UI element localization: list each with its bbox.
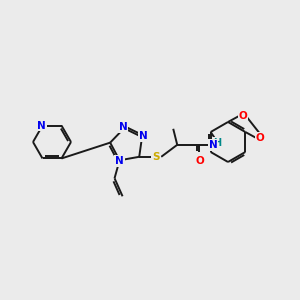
Text: O: O [238, 111, 247, 121]
Text: O: O [256, 133, 265, 143]
Text: N: N [115, 156, 124, 166]
Text: N: N [139, 131, 147, 141]
Text: H: H [213, 138, 221, 148]
Text: N: N [119, 122, 128, 132]
Text: S: S [152, 152, 160, 162]
Text: N: N [37, 121, 46, 130]
Text: N: N [209, 140, 218, 150]
Text: O: O [196, 156, 205, 166]
